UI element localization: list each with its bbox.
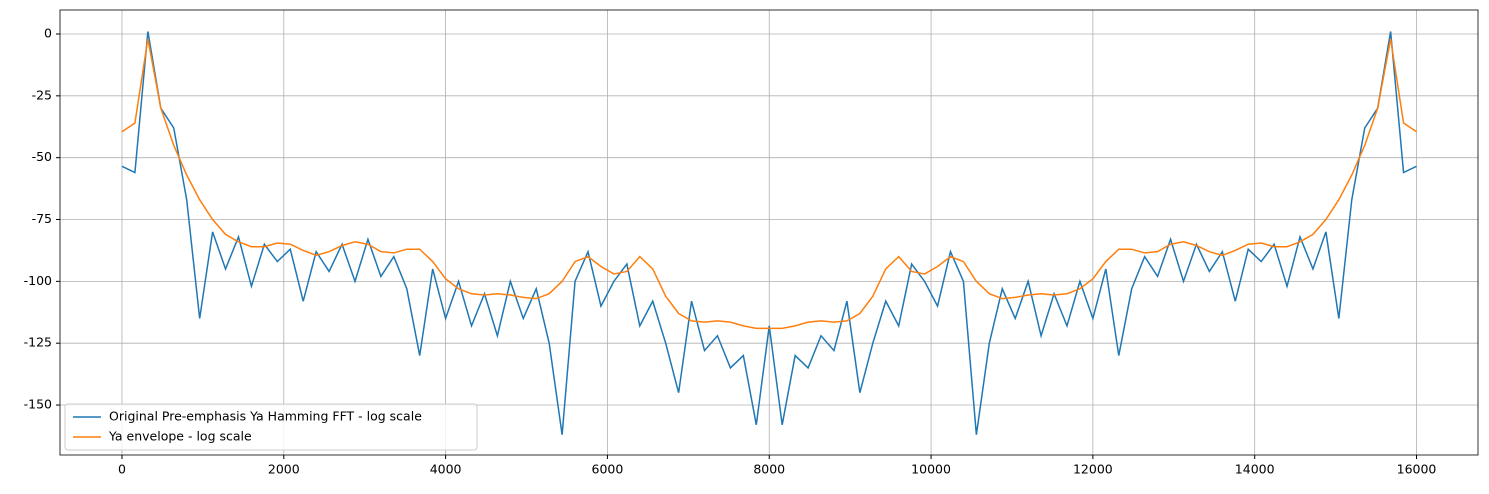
y-tick-label: -25 bbox=[32, 87, 52, 102]
data-line bbox=[121, 31, 1417, 435]
y-tick-label: -100 bbox=[24, 273, 52, 288]
y-tick-label: -50 bbox=[32, 149, 52, 164]
y-tick-label: 0 bbox=[44, 25, 52, 40]
legend-label: Ya envelope - log scale bbox=[108, 429, 252, 444]
legend-label: Original Pre-emphasis Ya Hamming FFT - l… bbox=[109, 409, 422, 424]
x-tick-label: 8000 bbox=[753, 462, 785, 477]
y-tick-label: -75 bbox=[32, 211, 52, 226]
y-tick-label: -125 bbox=[24, 335, 52, 350]
x-tick-label: 14000 bbox=[1235, 462, 1275, 477]
legend-box bbox=[64, 403, 478, 451]
x-tick-label: 16000 bbox=[1397, 462, 1437, 477]
axes-frame bbox=[59, 9, 1479, 456]
x-tick-label: 10000 bbox=[911, 462, 951, 477]
plot bbox=[121, 31, 1417, 435]
x-tick-label: 2000 bbox=[268, 462, 300, 477]
x-tick-label: 6000 bbox=[592, 462, 624, 477]
x-tick-label: 12000 bbox=[1073, 462, 1113, 477]
x-tick-label: 4000 bbox=[430, 462, 462, 477]
legend: Original Pre-emphasis Ya Hamming FFT - l… bbox=[64, 403, 478, 451]
y-tick-label: -150 bbox=[24, 397, 52, 412]
data-line bbox=[121, 38, 1417, 330]
x-tick-label: 0 bbox=[118, 462, 126, 477]
